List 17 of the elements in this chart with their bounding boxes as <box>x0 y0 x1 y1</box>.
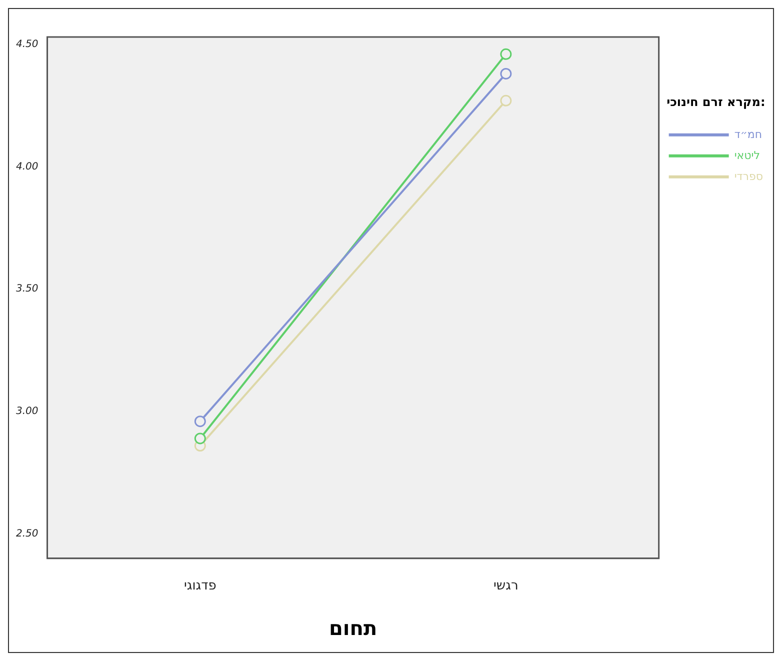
y-tick-label: 3.50 <box>16 284 38 295</box>
y-tick-label: 2.50 <box>16 528 38 540</box>
text: ספרדי <box>734 170 764 183</box>
y-tick-label: 3.00 <box>16 406 38 418</box>
point <box>500 94 512 106</box>
text: ליטאי <box>734 148 760 162</box>
y-tick-label: 4.00 <box>16 161 38 172</box>
x-tick-label: פדגוגי <box>184 578 216 594</box>
legend-title: מקרא זרם חינוכי: <box>666 95 766 110</box>
point <box>194 416 206 428</box>
point <box>500 68 512 80</box>
x-axis-title: תחום <box>328 616 378 640</box>
point <box>194 432 206 444</box>
x-tick-label: רגשי <box>494 578 518 594</box>
point <box>500 48 512 60</box>
y-tick-label: 4.50 <box>16 38 38 50</box>
text: חמ״ד <box>734 128 762 141</box>
